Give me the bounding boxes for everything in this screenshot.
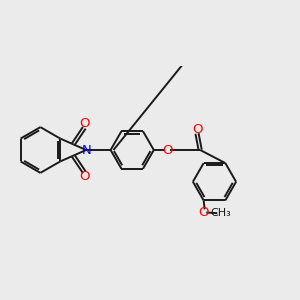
Text: CH₃: CH₃ <box>210 208 231 218</box>
Text: O: O <box>192 123 202 136</box>
Text: O: O <box>79 117 89 130</box>
Text: O: O <box>79 170 89 183</box>
Text: N: N <box>81 143 91 157</box>
Text: O: O <box>198 206 208 219</box>
Text: O: O <box>162 143 172 157</box>
